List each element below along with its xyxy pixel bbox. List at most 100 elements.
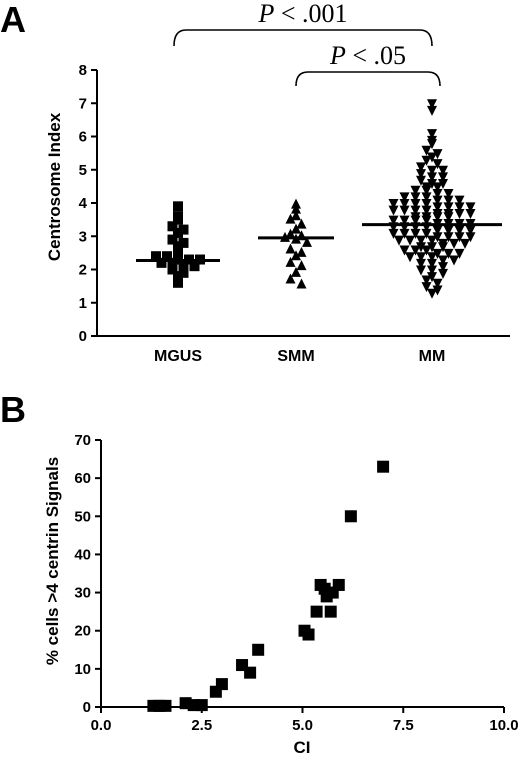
panel-b-x-axis-title: CI <box>294 738 311 757</box>
panel-a-data-point <box>427 252 437 263</box>
panel-a-data-point <box>454 202 465 213</box>
panel-b-y-tick-label: 10 <box>74 661 91 678</box>
panel-a-data-point <box>285 243 296 254</box>
panel-b-data-point <box>252 643 265 656</box>
panel-b-data-point <box>344 510 357 523</box>
panel-a-data-point <box>421 205 432 216</box>
panel-a-data-point <box>173 271 183 282</box>
panel-b-y-axis-title: % cells >4 centrin Signals <box>43 457 62 665</box>
panel-a-data-point <box>421 182 432 193</box>
panel-a-data-point <box>432 159 443 170</box>
panel-a-data-point <box>427 129 437 140</box>
panel-a-data-point <box>460 238 470 249</box>
panel-b-axes: 0 10 20 30 40 50 60 70 0.0 2.5 5.0 7.5 10.0 <box>74 432 518 734</box>
panel-a-data-point <box>427 242 437 253</box>
panel-a-data-point <box>465 202 476 213</box>
panel-a-data-point <box>438 165 448 176</box>
panel-a-data-point <box>394 235 404 246</box>
panel-a-y-tick-label: 8 <box>79 62 87 79</box>
panel-a-data-point <box>465 225 476 236</box>
panel-a-data-point <box>405 235 415 246</box>
panel-b-data-point <box>332 578 345 591</box>
panel-a-data-point <box>156 257 167 268</box>
panel-a-data-point <box>465 208 476 219</box>
panel-b-data-point <box>159 699 172 712</box>
panel-a-data-point <box>416 258 426 269</box>
panel-a-data-point <box>427 172 437 183</box>
panel-a-data-point <box>167 264 178 275</box>
panel-a-data-point <box>178 261 189 272</box>
panel-a-y-tick-label: 3 <box>79 228 87 245</box>
panel-a-data-point <box>454 195 465 206</box>
panel-a-y-tick-label: 7 <box>79 95 87 112</box>
panel-a-data-point <box>410 185 421 196</box>
panel-a-data-point <box>416 175 426 186</box>
panel-a-data-point <box>162 251 172 262</box>
panel-a-data-point <box>432 189 443 200</box>
panel-a-data-point <box>432 285 443 296</box>
panel-a-data-point <box>443 208 454 219</box>
panel-a-data-point <box>173 241 183 252</box>
panel-a-data-point <box>151 251 161 262</box>
panel-b-data-point <box>377 460 390 473</box>
panel-b-y-tick-label: 70 <box>74 432 91 449</box>
panel-a-data-point <box>178 224 189 235</box>
panel-a-data-point <box>421 155 432 166</box>
panel-a-data-point <box>454 248 465 259</box>
panel-a-data-point <box>291 223 301 234</box>
panel-a-data-point <box>432 248 443 259</box>
panel-a-data-point <box>167 257 178 268</box>
panel-a-data-point <box>285 256 296 267</box>
panel-a-data-point <box>399 245 410 256</box>
panel-a-data-point <box>432 278 443 289</box>
panel-a-axes: 0 1 2 3 4 5 6 7 8 MGUS SMM MM <box>79 62 510 365</box>
panel-a-data-point <box>432 182 443 193</box>
panel-a-data-point <box>443 225 454 236</box>
panel-a-data-point <box>465 232 476 243</box>
panel-b-data-point <box>324 605 337 618</box>
panel-a-data-point <box>399 205 410 216</box>
panel-a-data-point <box>427 272 437 283</box>
panel-b-x-tick-label: 0.0 <box>91 717 112 734</box>
panel-b-data-point <box>195 699 208 712</box>
panel-b-data-point <box>310 605 323 618</box>
panel-a-data-point <box>410 212 421 223</box>
panel-b-data-point <box>215 678 228 691</box>
panel-a-data-point <box>438 238 448 249</box>
panel-a-data-point <box>427 152 437 163</box>
panel-a-data-point <box>416 235 426 246</box>
panel-a-data-point <box>427 265 437 276</box>
panel-a-data-point <box>432 225 443 236</box>
panel-a-data-point <box>416 252 426 263</box>
panel-a-data-point <box>427 179 437 190</box>
panel-a-significance-bracket <box>295 71 441 87</box>
panel-a-data-point <box>432 195 443 206</box>
panel-a-p-value-text: < .05 <box>346 41 406 70</box>
panel-a-p-value-letter: P <box>329 41 346 70</box>
panel-a-data-point <box>388 215 399 226</box>
panel-a-data-point <box>291 250 301 261</box>
panel-a-data-point <box>421 212 432 223</box>
panel-a-data-point <box>410 192 421 203</box>
panel-a-p-value-text: < .001 <box>274 0 347 28</box>
panel-a-data-point <box>173 247 183 258</box>
panel-a-data-point <box>438 172 448 183</box>
panel-a-data-point <box>416 265 426 276</box>
panel-b-data-point <box>244 666 257 679</box>
panel-b-x-tick-label: 10.0 <box>489 717 518 734</box>
panel-a-y-tick-label: 2 <box>79 262 87 279</box>
panel-a-p-value-label: P < .001 <box>257 0 347 28</box>
panel-a-data-point <box>296 278 307 289</box>
panel-a-y-tick-label: 1 <box>79 295 87 312</box>
panel-a-p-value-label: P < .05 <box>329 41 406 70</box>
panel-a-data-point <box>443 189 454 200</box>
panel-a-p-value-letter: P <box>257 0 274 28</box>
panel-a-data-point <box>173 227 183 238</box>
panel-a-data-point <box>167 221 178 232</box>
panel-a-data-point <box>438 255 448 266</box>
panel-a-data-point <box>296 260 307 271</box>
panel-a-data-point <box>410 228 421 239</box>
panel-a-y-tick-label: 4 <box>79 195 88 212</box>
panel-a-data-point <box>421 228 432 239</box>
panel-a-data-point <box>285 228 296 239</box>
